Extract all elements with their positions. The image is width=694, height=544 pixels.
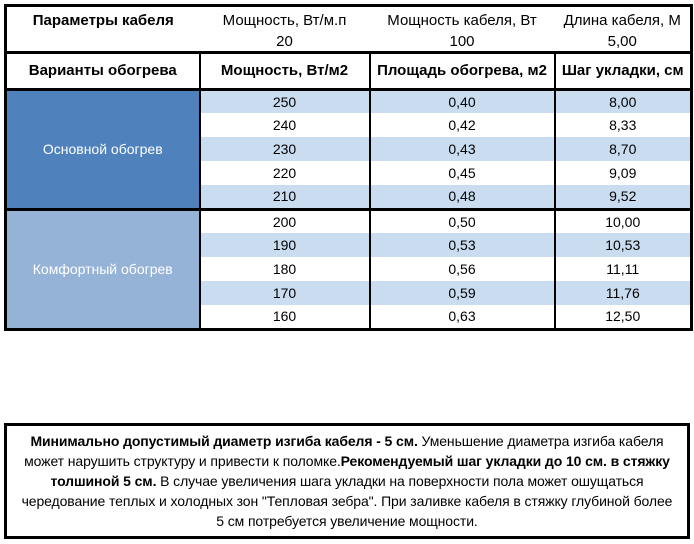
power-density-cell: 220: [198, 161, 370, 185]
power-density-cell: 210: [198, 185, 370, 209]
heating-area-cell: 0,40: [368, 89, 555, 113]
power-density-cell: 250: [198, 89, 370, 113]
table-row: 20 100 5,00: [6, 32, 692, 51]
laying-step-cell: 8,70: [553, 137, 692, 161]
heating-area-cell: 0,63: [368, 305, 555, 329]
heating-area-cell: 0,56: [368, 257, 555, 281]
table-row: Параметры кабеля Мощность, Вт/м.п Мощнос…: [6, 6, 692, 32]
table-row: Основной обогрев 250 0,40 8,00: [5, 89, 692, 209]
power-density-cell: 190: [198, 233, 370, 257]
power-density-cell: 200: [198, 207, 370, 233]
table-row: 220 0,45 9,09: [6, 161, 692, 185]
power-density-cell: 240: [198, 113, 370, 137]
heating-area-cell: 0,45: [368, 161, 555, 185]
heating-area-cell: 0,53: [368, 233, 555, 257]
table-row: Варианты обогрева Мощность, Вт/м2 Площад…: [5, 52, 692, 91]
table-row: 240 0,42 8,33: [6, 113, 692, 137]
table-row: 210 0,48 9,52: [6, 185, 692, 209]
heating-area-cell: 0,48: [368, 185, 555, 209]
group-label-cell: Основной обогрев: [5, 89, 200, 209]
table-row: Комфортный обогрев 200 0,50 10,00: [5, 207, 692, 329]
cable-params-table: Параметры кабеля Мощность, Вт/м.п Мощнос…: [4, 4, 693, 51]
cable-power-value: 100: [449, 32, 475, 50]
col-heating-area-label: Площадь обогрева, м2: [368, 52, 555, 91]
table-row: 190 0,53 10,53: [6, 233, 692, 257]
note-segment: Рекомендуемый шаг укладки до 10 см. в ст…: [50, 452, 670, 489]
laying-step-cell: 8,00: [553, 89, 692, 113]
col-heating-variants-label: Варианты обогрева: [5, 52, 200, 91]
cable-length-value: 5,00: [607, 32, 637, 50]
col-laying-step-label: Шаг укладки, см: [553, 52, 692, 91]
power-density-cell: 230: [198, 137, 370, 161]
laying-step-cell: 9,09: [553, 161, 692, 185]
note-segment: В случае увеличения шага укладки на пове…: [21, 472, 673, 529]
col-cable-power-label: Мощность кабеля, Вт: [387, 11, 537, 29]
laying-step-cell: 11,11: [553, 257, 692, 281]
params-title: Параметры кабеля: [32, 11, 174, 29]
note-box: Минимально допустимый диаметр изгиба каб…: [4, 422, 690, 539]
laying-step-cell: 9,52: [553, 185, 692, 209]
main-table-body: Основной обогрев 250 0,40 8,00 240 0,42 8,33 23…: [5, 89, 692, 329]
power-density-cell: 170: [198, 281, 370, 305]
heating-area-cell: 0,43: [368, 137, 555, 161]
laying-step-cell: 8,33: [553, 113, 692, 137]
heating-area-cell: 0,50: [368, 207, 555, 233]
laying-step-cell: 12,50: [553, 305, 692, 329]
col-power-density-label: Мощность, Вт/м2: [198, 52, 370, 91]
table-row: 180 0,56 11,11: [6, 257, 692, 281]
heating-table-header: Варианты обогрева Мощность, Вт/м2 Площад…: [5, 52, 692, 91]
note-segment: Минимально допустимый диаметр изгиба каб…: [30, 432, 418, 449]
laying-step-cell: 10,00: [553, 207, 692, 233]
col-power-per-meter-label: Мощность, Вт/м.п: [222, 11, 347, 29]
note-segment: Уменьшение диаметра изгиба кабеля может …: [24, 432, 664, 469]
empty-cell: [6, 32, 200, 51]
laying-step-cell: 11,76: [553, 281, 692, 305]
power-per-meter-value: 20: [276, 32, 293, 50]
heating-options-table: Варианты обогрева Мощность, Вт/м2 Площад…: [4, 50, 693, 331]
power-density-cell: 160: [198, 305, 370, 329]
power-density-cell: 180: [198, 257, 370, 281]
table-row: 160 0,63 12,50: [6, 305, 692, 329]
table-row: 170 0,59 11,76: [6, 281, 692, 305]
heating-area-cell: 0,42: [368, 113, 555, 137]
laying-step-cell: 10,53: [553, 233, 692, 257]
table-row: 230 0,43 8,70: [6, 137, 692, 161]
heating-area-cell: 0,59: [368, 281, 555, 305]
group-label-cell: Комфортный обогрев: [5, 207, 200, 329]
col-cable-length-label: Длина кабеля, М: [563, 11, 681, 29]
note-text: Минимально допустимый диаметр изгиба каб…: [22, 433, 673, 529]
